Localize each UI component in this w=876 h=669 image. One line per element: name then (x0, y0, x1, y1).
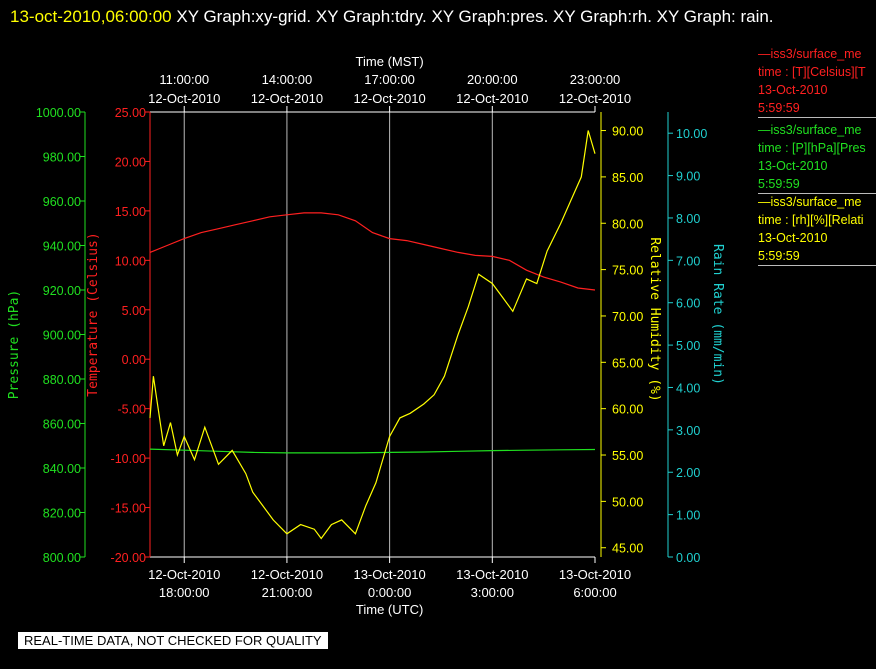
pressure-tick-label: 860.00 (43, 418, 81, 432)
legend-time: 5:59:59 (758, 177, 800, 191)
rain-tick-label: 0.00 (676, 551, 700, 565)
rh-series-line (149, 130, 596, 540)
top-tick-date: 12-Oct-2010 (559, 91, 631, 106)
pressure-axis-title: Pressure (hPa) (7, 290, 22, 400)
top-tick-date: 12-Oct-2010 (456, 91, 528, 106)
legend-entry-temperature: —iss3/surface_me time : [T][Celsius][T 1… (758, 45, 876, 118)
rh-tick-label: 45.00 (612, 542, 643, 556)
top-tick-time: 20:00:00 (467, 72, 518, 87)
rain-tick-label: 6.00 (676, 297, 700, 311)
labels: 11:00:00 12-Oct-2010 14:00:00 12-Oct-2010 17… (7, 54, 725, 617)
legend-time: 5:59:59 (758, 101, 800, 115)
temperature-tick-label: 25.00 (115, 106, 146, 120)
top-tick-date: 12-Oct-2010 (148, 91, 220, 106)
rh-tick-label: 70.00 (612, 310, 643, 324)
pressure-tick-label: 880.00 (43, 373, 81, 387)
rh-tick-label: 60.00 (612, 403, 643, 417)
temperature-tick-label: -15.00 (111, 502, 146, 516)
temperature-tick-label: 5.00 (122, 304, 146, 318)
bottom-tick-time: 6:00:00 (573, 585, 616, 600)
rh-axis-title: Relative Humidity (%) (647, 237, 662, 401)
legend-date: 13-Oct-2010 (758, 159, 828, 173)
legend-date: 13-Oct-2010 (758, 231, 828, 245)
legend-detail: time : [T][Celsius][T (758, 65, 866, 79)
top-tick-date: 12-Oct-2010 (251, 91, 323, 106)
x-top-axis-label: Time (MST) (356, 54, 424, 69)
top-tick-time: 17:00:00 (364, 72, 415, 87)
rain-tick-label: 9.00 (676, 170, 700, 184)
rh-tick-label: 80.00 (612, 217, 643, 231)
rh-tick-label: 90.00 (612, 125, 643, 139)
legend-line: —iss3/surface_me (758, 123, 862, 137)
series-group (149, 130, 596, 540)
rain-tick-label: 3.00 (676, 424, 700, 438)
legend-entry-rh: —iss3/surface_me time : [rh][%][Relati 1… (758, 193, 876, 266)
temperature-axis-title: Temperature (Celsius) (86, 232, 101, 396)
axes (80, 106, 673, 563)
bottom-tick-date: 13-Oct-2010 (456, 567, 528, 582)
temperature-tick-label: -20.00 (111, 551, 146, 565)
temperature-tick-label: 0.00 (122, 353, 146, 367)
rh-tick-label: 65.00 (612, 356, 643, 370)
temperature-tick-label: -10.00 (111, 452, 146, 466)
pressure-tick-label: 840.00 (43, 462, 81, 476)
temperature-tick-label: -5.00 (118, 403, 147, 417)
rain-tick-label: 4.00 (676, 381, 700, 395)
bottom-tick-date: 12-Oct-2010 (148, 567, 220, 582)
bottom-tick-time: 21:00:00 (262, 585, 313, 600)
pressure-tick-label: 820.00 (43, 507, 81, 521)
top-tick-time: 14:00:00 (262, 72, 313, 87)
rh-tick-label: 85.00 (612, 171, 643, 185)
bottom-tick-date: 13-Oct-2010 (559, 567, 631, 582)
rain-tick-label: 7.00 (676, 254, 700, 268)
pressure-tick-label: 920.00 (43, 284, 81, 298)
rain-tick-label: 2.00 (676, 466, 700, 480)
pressure-tick-label: 900.00 (43, 329, 81, 343)
pressure-tick-label: 940.00 (43, 240, 81, 254)
legend-line: —iss3/surface_me (758, 47, 862, 61)
temperature-tick-label: 20.00 (115, 155, 146, 169)
rain-tick-label: 1.00 (676, 509, 700, 523)
rain-axis-title: Rain Rate (mm/min) (710, 244, 725, 385)
graph-title: XY Graph:xy-grid. XY Graph:tdry. XY Grap… (176, 7, 774, 26)
rain-tick-label: 10.00 (676, 127, 707, 141)
bottom-tick-time: 18:00:00 (159, 585, 210, 600)
rh-tick-label: 55.00 (612, 449, 643, 463)
top-tick-time: 11:00:00 (159, 72, 209, 87)
grid (183, 112, 493, 557)
rh-tick-label: 75.00 (612, 264, 643, 278)
rh-tick-label: 50.00 (612, 495, 643, 509)
timestamp: 13-oct-2010,06:00:00 (10, 7, 172, 26)
bottom-tick-date: 12-Oct-2010 (251, 567, 323, 582)
pressure-tick-label: 960.00 (43, 195, 81, 209)
bottom-tick-time: 0:00:00 (368, 585, 411, 600)
quality-note: REAL-TIME DATA, NOT CHECKED FOR QUALITY (18, 632, 328, 649)
legend-detail: time : [rh][%][Relati (758, 213, 864, 227)
legend-detail: time : [P][hPa][Pres (758, 141, 866, 155)
legend-line: —iss3/surface_me (758, 195, 862, 209)
pressure-tick-label: 800.00 (43, 551, 81, 565)
bottom-tick-date: 13-Oct-2010 (353, 567, 425, 582)
pressure-tick-label: 1000.00 (36, 106, 81, 120)
legend-date: 13-Oct-2010 (758, 83, 828, 97)
top-tick-date: 12-Oct-2010 (353, 91, 425, 106)
rain-tick-label: 8.00 (676, 212, 700, 226)
bottom-tick-time: 3:00:00 (471, 585, 514, 600)
pressure-tick-label: 980.00 (43, 151, 81, 165)
x-bottom-axis-label: Time (UTC) (356, 602, 423, 617)
temperature-tick-label: 10.00 (115, 254, 146, 268)
temperature-series-line (149, 212, 596, 291)
legend-entry-pressure: —iss3/surface_me time : [P][hPa][Pres 13… (758, 121, 876, 194)
header: 13-oct-2010,06:00:00 XY Graph:xy-grid. X… (10, 2, 870, 32)
pressure-series-line (149, 448, 596, 454)
temperature-tick-label: 15.00 (115, 205, 146, 219)
rain-tick-label: 5.00 (676, 339, 700, 353)
legend-time: 5:59:59 (758, 249, 800, 263)
top-tick-time: 23:00:00 (570, 72, 621, 87)
